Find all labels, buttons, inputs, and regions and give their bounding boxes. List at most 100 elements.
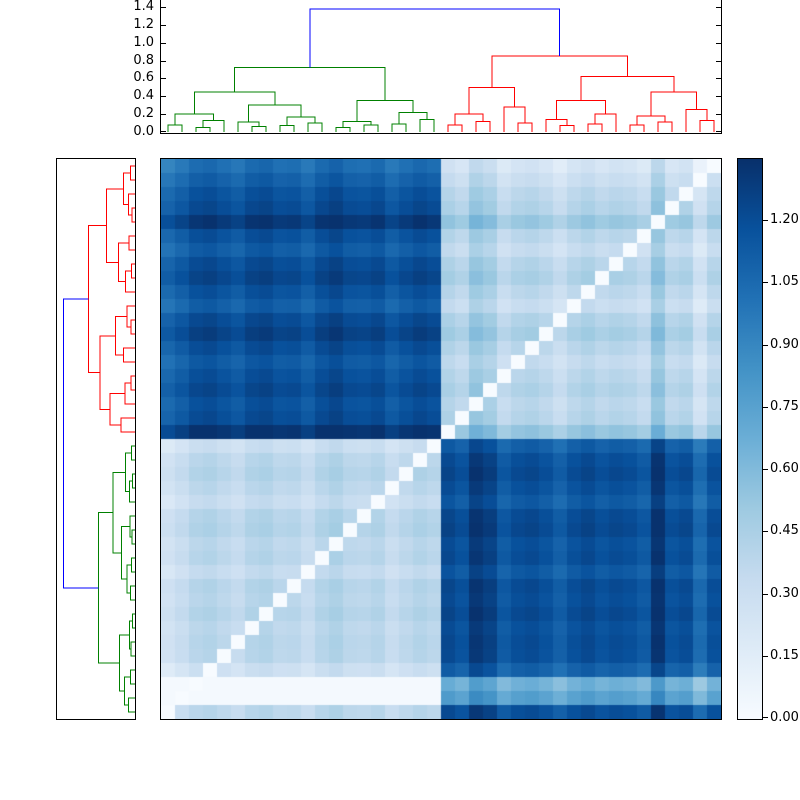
colorbar-tick-label: 0.60 <box>770 461 799 477</box>
dendrogram-link-r <box>125 270 135 293</box>
dendrogram-link-g <box>125 452 132 492</box>
colorbar-tickmark <box>763 593 768 595</box>
dendrogram-link-r <box>129 165 135 181</box>
top-axis-tickmark <box>161 60 166 62</box>
dendrogram-link-r <box>454 113 484 125</box>
dendrogram-link-r <box>127 193 135 216</box>
dendrogram-link-g <box>98 512 120 664</box>
heatmap-canvas <box>161 159 721 719</box>
dendrogram-link-g <box>112 471 126 554</box>
colorbar-panel <box>737 158 763 720</box>
dendrogram-link-g <box>130 445 135 461</box>
top-axis-tick-label: 1.4 <box>133 0 154 14</box>
colorbar-tickmark <box>763 406 768 408</box>
dendrogram-link-g <box>131 473 135 489</box>
top-axis-tickmark <box>716 131 721 132</box>
top-axis-tick-label: 0.2 <box>133 106 154 122</box>
dendrogram-link-g <box>363 124 379 132</box>
top-axis-tick-label: 1.0 <box>133 34 154 50</box>
top-dendrogram-panel <box>160 0 722 134</box>
dendrogram-link-r <box>491 55 628 88</box>
dendrogram-link-r <box>650 91 697 116</box>
dendrogram-link-r <box>475 120 491 132</box>
dendrogram-link-r <box>128 235 135 251</box>
dendrogram-link-g <box>167 124 183 132</box>
dendrogram-link-r <box>594 113 617 132</box>
dendrogram-link-g <box>131 613 135 629</box>
colorbar-tick-label: 0.90 <box>770 336 799 352</box>
top-axis-tickmark <box>716 24 721 26</box>
colorbar-tick-label: 1.20 <box>770 212 799 228</box>
colorbar-tickmark <box>763 282 768 284</box>
dendrogram-link-g <box>391 123 407 132</box>
top-axis-tick-label: 1.2 <box>133 16 154 32</box>
colorbar-tick-label: 0.45 <box>770 523 799 539</box>
dendrogram-link-g <box>279 125 295 132</box>
dendrogram-link-g <box>124 676 131 706</box>
dendrogram-link-b <box>63 298 99 589</box>
dendrogram-link-r <box>87 225 107 373</box>
dendrogram-link-r <box>447 124 463 132</box>
top-axis-tickmark <box>161 24 166 26</box>
dendrogram-link-g <box>174 113 214 125</box>
top-axis-tickmark <box>716 42 721 44</box>
dendrogram-link-r <box>131 207 135 223</box>
dendrogram-link-r <box>114 316 128 356</box>
colorbar-tickmark <box>763 469 768 471</box>
dendrogram-link-r <box>580 76 675 101</box>
dendrogram-link-g <box>307 122 323 132</box>
dendrogram-link-g <box>195 127 211 132</box>
dendrogram-link-g <box>251 126 267 132</box>
top-axis-tick-label: 0.8 <box>133 52 154 68</box>
colorbar-gradient <box>738 159 762 719</box>
top-axis-tickmark <box>161 96 166 98</box>
colorbar-tick-label: 1.05 <box>770 274 799 290</box>
dendrogram-link-r <box>99 335 116 410</box>
dendrogram-link-r <box>117 242 129 282</box>
dendrogram-link-g <box>130 641 135 657</box>
dendrogram-link-b <box>309 8 561 68</box>
top-axis-tick-label: 0.0 <box>133 124 154 139</box>
dendrogram-link-g <box>129 585 135 601</box>
top-axis-tickmark <box>161 131 166 132</box>
dendrogram-link-r <box>130 375 135 391</box>
colorbar-tick-label: 0.30 <box>770 585 799 601</box>
dendrogram-link-r <box>517 122 533 132</box>
colorbar-tickmark <box>763 717 768 718</box>
dendrogram-link-r <box>699 119 715 132</box>
top-axis-tickmark <box>716 60 721 62</box>
colorbar-tickmark <box>763 531 768 533</box>
top-axis-tickmark <box>161 42 166 44</box>
dendrogram-link-g <box>193 91 276 115</box>
dendrogram-link-r <box>124 382 135 405</box>
dendrogram-link-r <box>629 124 645 132</box>
dendrogram-link-g <box>335 127 351 132</box>
top-axis-tickmark <box>161 6 166 8</box>
top-axis-tickmark <box>716 114 721 116</box>
colorbar-tick-label: 0.75 <box>770 398 799 414</box>
dendrogram-link-g <box>234 67 386 101</box>
dendrogram-link-r <box>130 263 135 279</box>
colorbar-tick-label: 0.00 <box>770 710 799 725</box>
heatmap-panel <box>160 158 722 720</box>
dendrogram-link-g <box>129 515 135 538</box>
dendrogram-link-r <box>120 417 135 433</box>
dendrogram-link-r <box>468 86 515 115</box>
dendrogram-link-g <box>356 100 414 122</box>
top-axis-tick-label: 0.6 <box>133 70 154 86</box>
dendrogram-link-g <box>398 111 428 124</box>
top-dendrogram <box>167 8 715 132</box>
left-dendrogram <box>63 165 135 713</box>
dendrogram-link-r <box>587 123 603 132</box>
dendrogram-link-r <box>109 393 126 426</box>
top-axis-tickmark <box>716 78 721 80</box>
dendrogram-link-g <box>121 526 130 580</box>
dendrogram-link-r <box>556 100 606 120</box>
dendrogram-link-r <box>123 347 135 363</box>
dendrogram-link-g <box>248 104 302 123</box>
top-axis-tickmark <box>161 78 166 80</box>
dendrogram-link-g <box>127 697 135 713</box>
dendrogram-link-r <box>123 172 131 205</box>
dendrogram-link-r <box>657 121 673 132</box>
